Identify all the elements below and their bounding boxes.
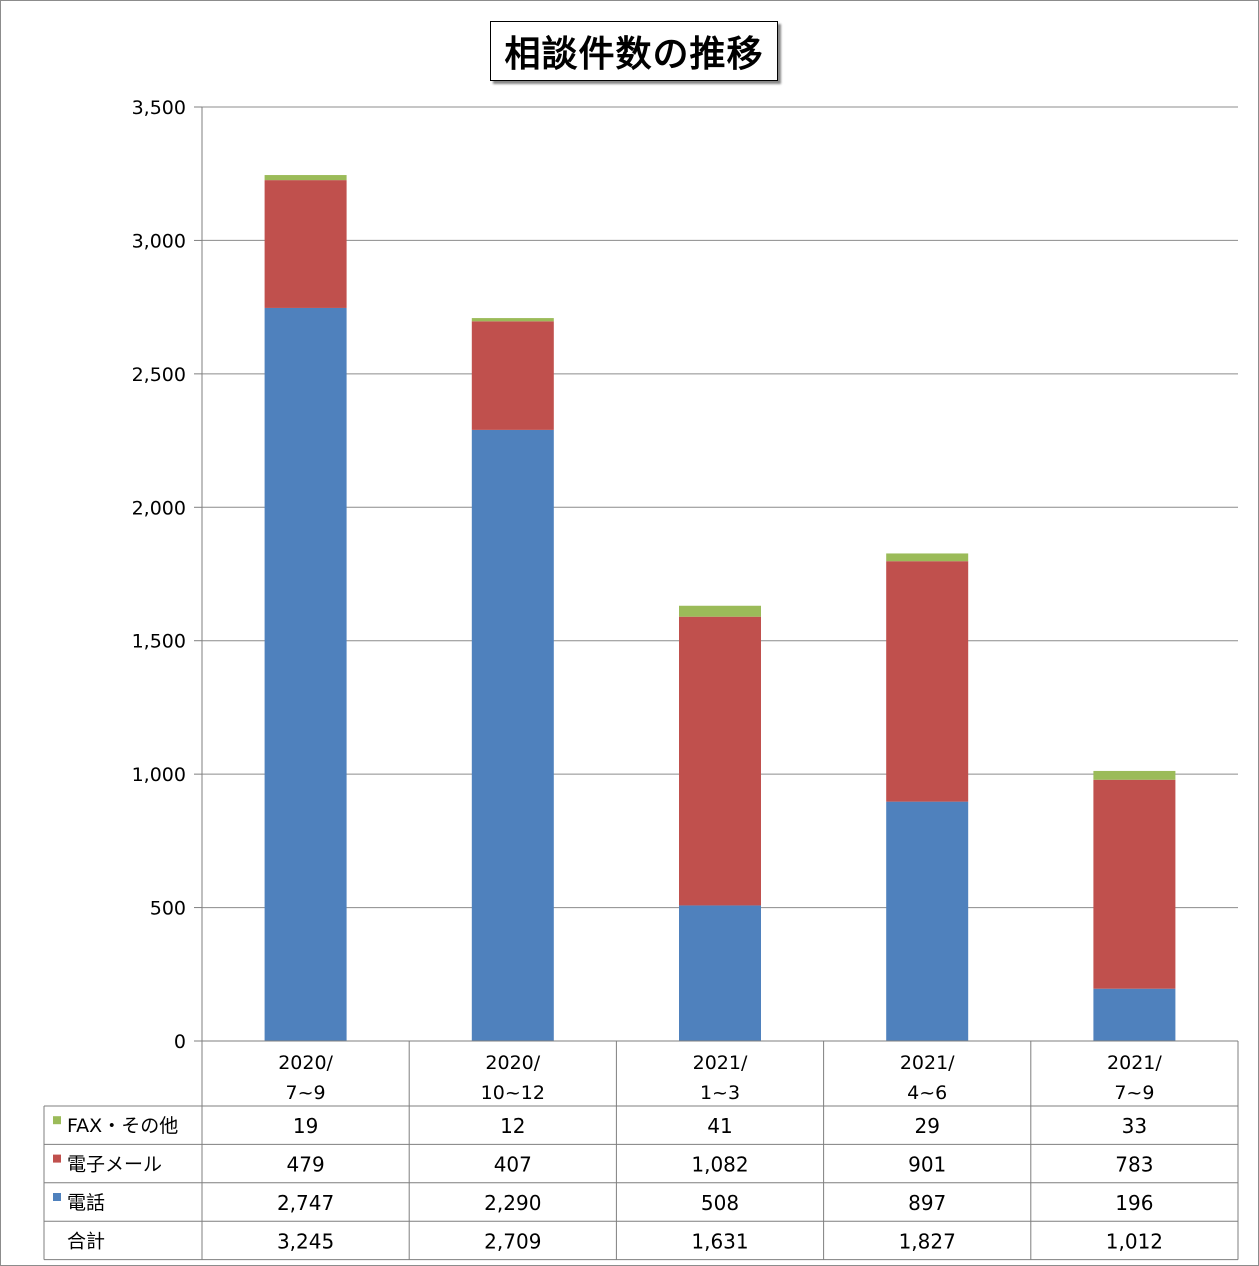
- data-label: 2,709: [484, 1229, 541, 1253]
- bar-segment: [1093, 779, 1176, 989]
- data-label: 901: [908, 1153, 946, 1177]
- x-tick-label: 2020/: [278, 1052, 333, 1074]
- table-row-label: 電子メール: [67, 1154, 162, 1176]
- bar-segment: [264, 175, 347, 181]
- x-tick-label: 2021/: [1107, 1052, 1162, 1074]
- data-label: 33: [1122, 1114, 1147, 1138]
- y-tick-label: 3,500: [132, 97, 186, 119]
- legend-key: [53, 1154, 61, 1163]
- x-tick-label: 2021/: [693, 1052, 748, 1074]
- data-label: 1,012: [1106, 1229, 1163, 1253]
- x-tick-label: 4~6: [907, 1082, 947, 1104]
- data-label: 1,082: [691, 1153, 748, 1177]
- x-tick-label: 2020/: [485, 1052, 540, 1074]
- chart-title: 相談件数の推移: [490, 21, 778, 81]
- y-tick-label: 2,500: [132, 364, 186, 386]
- bar-segment: [264, 180, 347, 308]
- data-label: 12: [500, 1114, 525, 1138]
- data-label: 196: [1115, 1191, 1153, 1215]
- y-tick-label: 1,000: [132, 764, 186, 786]
- bar-segment: [1093, 770, 1176, 780]
- bar-segment: [264, 307, 347, 1041]
- x-tick-label: 7~9: [286, 1082, 326, 1104]
- x-tick-label: 7~9: [1114, 1082, 1154, 1104]
- bar-segment: [679, 905, 761, 1041]
- y-tick-label: 1,500: [132, 631, 186, 653]
- data-label: 41: [707, 1114, 732, 1138]
- bar-segment: [679, 616, 761, 906]
- data-label: 407: [494, 1153, 532, 1177]
- data-label: 2,747: [277, 1191, 334, 1215]
- y-tick-label: 2,000: [132, 497, 186, 519]
- x-tick-label: 10~12: [481, 1082, 545, 1104]
- data-label: 2,290: [484, 1191, 541, 1215]
- bar-segment: [886, 561, 969, 802]
- table-row-label: FAX・その他: [67, 1115, 178, 1137]
- y-tick-label: 500: [150, 898, 186, 920]
- bar-segment: [1093, 988, 1176, 1041]
- data-label: 508: [701, 1191, 739, 1215]
- x-tick-label: 2021/: [900, 1052, 955, 1074]
- bar-segment: [886, 801, 969, 1041]
- bar-segment: [471, 321, 554, 430]
- table-row-label: 合計: [67, 1230, 105, 1252]
- legend-key: [53, 1193, 61, 1201]
- table-row-label: 電話: [67, 1192, 105, 1214]
- data-label: 3,245: [277, 1229, 334, 1253]
- x-tick-label: 1~3: [700, 1082, 740, 1104]
- y-tick-label: 0: [174, 1031, 186, 1053]
- bar-segment: [471, 318, 554, 322]
- data-label: 783: [1115, 1153, 1153, 1177]
- data-label: 29: [914, 1114, 939, 1138]
- data-label: 1,631: [691, 1229, 748, 1253]
- y-tick-label: 3,000: [132, 230, 186, 252]
- bar-segment: [886, 553, 969, 562]
- data-label: 1,827: [899, 1229, 956, 1253]
- bar-segment: [679, 605, 761, 617]
- data-label: 897: [908, 1191, 946, 1215]
- bar-segment: [471, 429, 554, 1041]
- data-label: 479: [287, 1153, 325, 1177]
- legend-key: [53, 1116, 61, 1125]
- data-label: 19: [293, 1114, 318, 1138]
